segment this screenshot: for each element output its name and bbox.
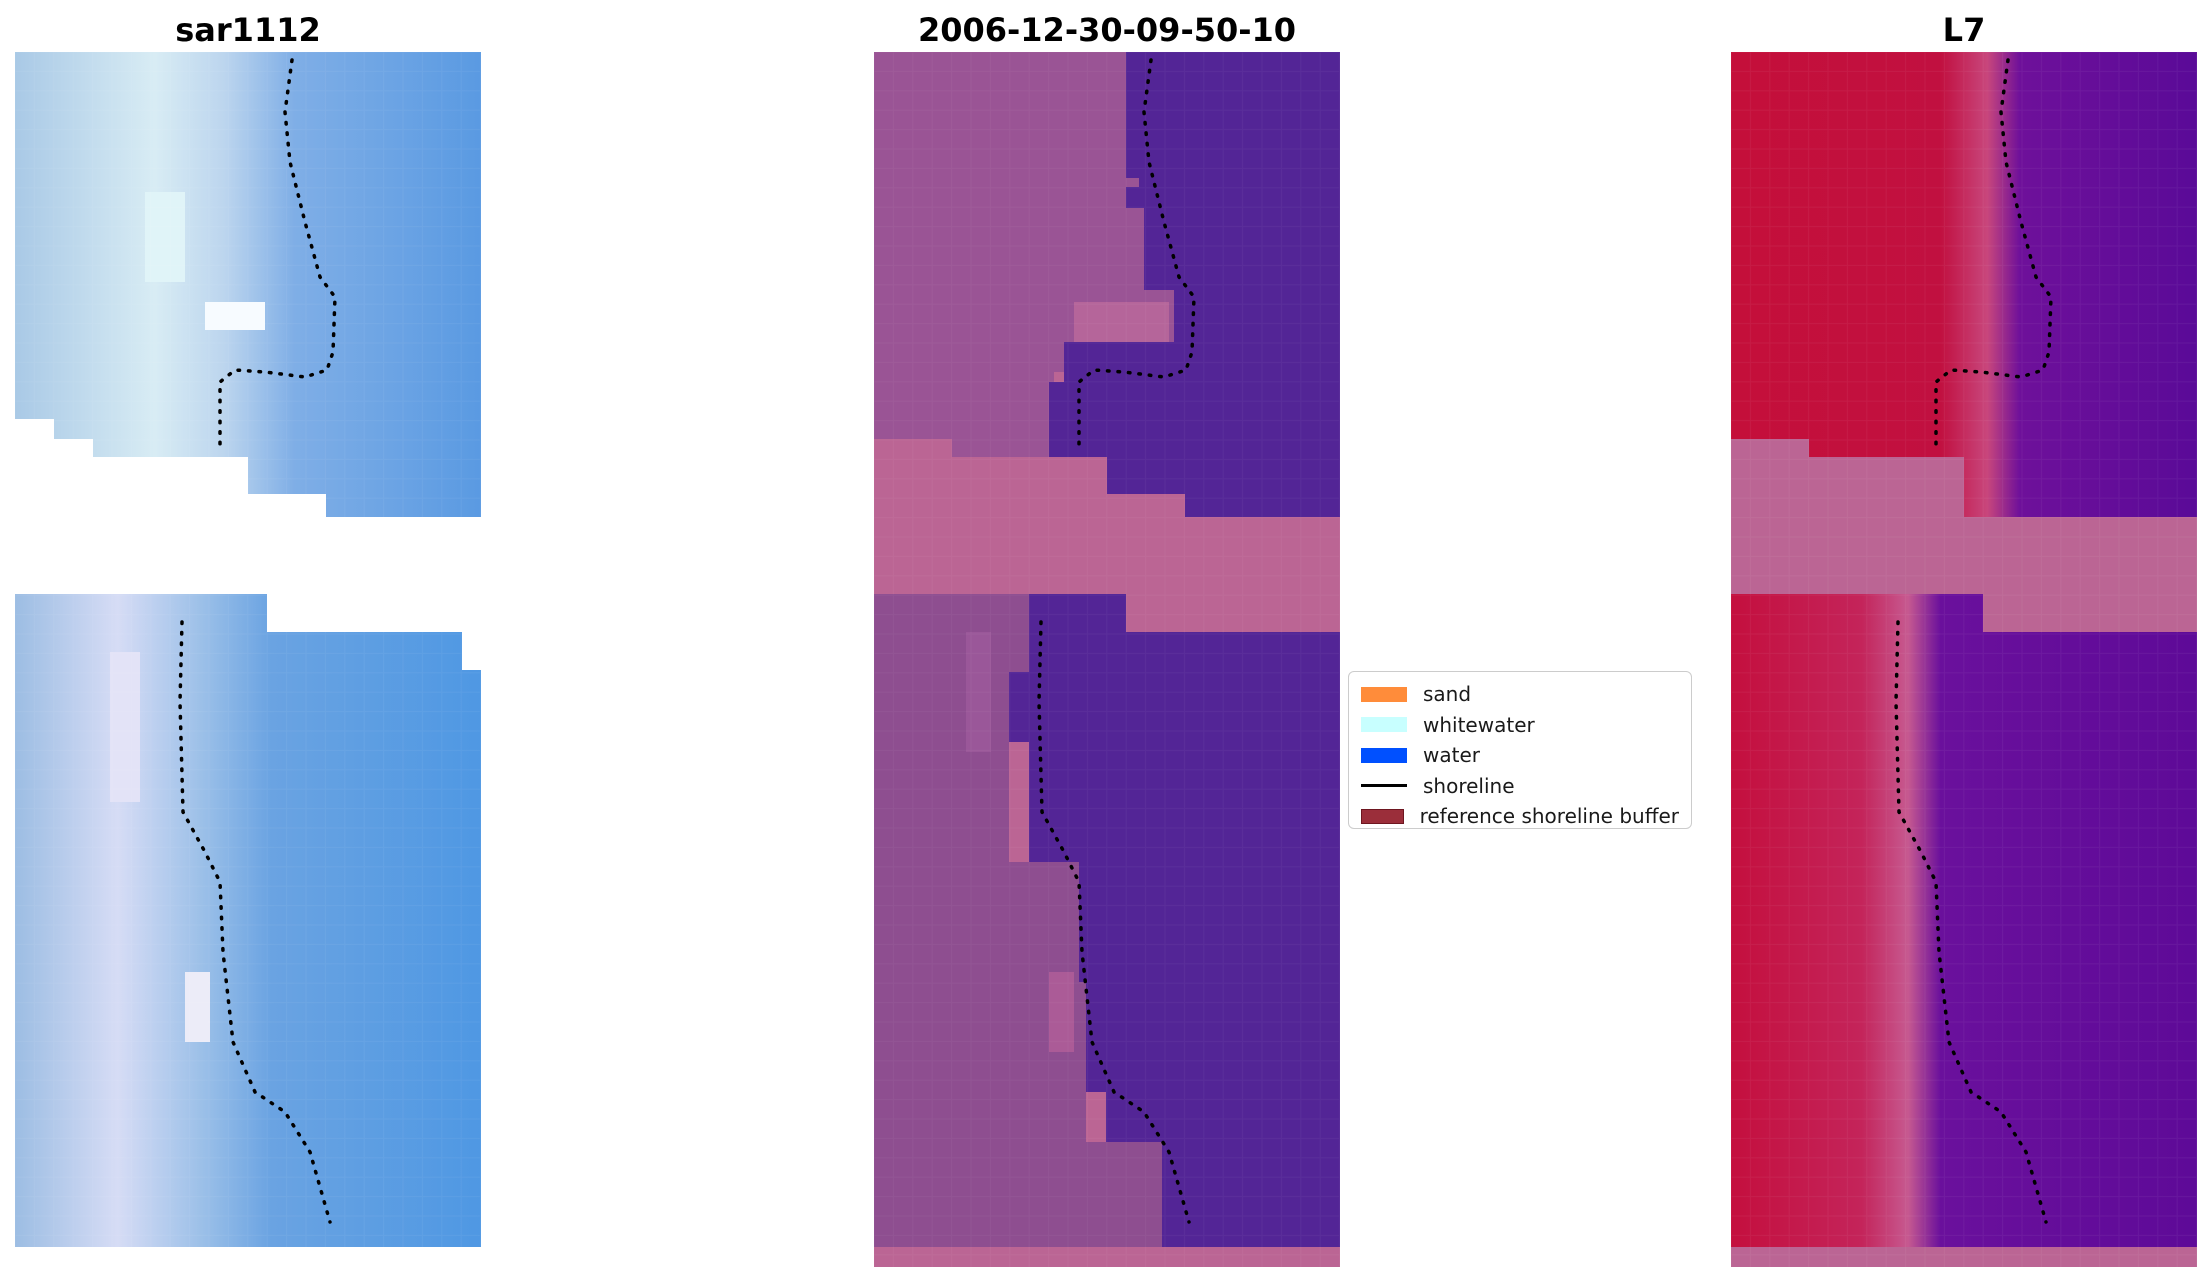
legend-item-whitewater: whitewater: [1361, 710, 1679, 741]
panel-title-index: L7: [1942, 11, 1986, 49]
legend-label: water: [1423, 743, 1480, 768]
legend-item-water: water: [1361, 740, 1679, 771]
classified-image: [874, 52, 1340, 1267]
shoreline: [1934, 58, 2053, 454]
panel-title-classified: 2006-12-30-09-50-10: [917, 11, 1297, 49]
legend-swatch-sand: [1361, 686, 1407, 702]
shoreline: [1077, 58, 1196, 454]
legend-label: sand: [1423, 682, 1472, 707]
legend-label: reference shoreline buffer: [1419, 804, 1679, 829]
shoreline: [1894, 620, 2048, 1224]
rgb-image: [15, 52, 481, 1247]
legend-swatch-water: [1361, 747, 1407, 763]
legend-item-shoreline: shoreline: [1361, 771, 1679, 802]
shoreline: [1037, 620, 1191, 1224]
legend-item-sand: sand: [1361, 679, 1679, 710]
shoreline: [178, 620, 332, 1224]
legend-item-reference-buffer: reference shoreline buffer: [1361, 801, 1679, 832]
legend-swatch-shoreline: [1361, 784, 1407, 788]
index-image: [1731, 52, 2197, 1267]
legend-swatch-reference-buffer: [1361, 808, 1404, 824]
shoreline: [218, 58, 337, 454]
legend: sand whitewater water shoreline referenc…: [1348, 671, 1692, 829]
legend-label: whitewater: [1423, 712, 1535, 737]
legend-label: shoreline: [1423, 773, 1515, 798]
panel-title-rgb: sar1112: [175, 11, 321, 49]
legend-swatch-whitewater: [1361, 717, 1407, 733]
